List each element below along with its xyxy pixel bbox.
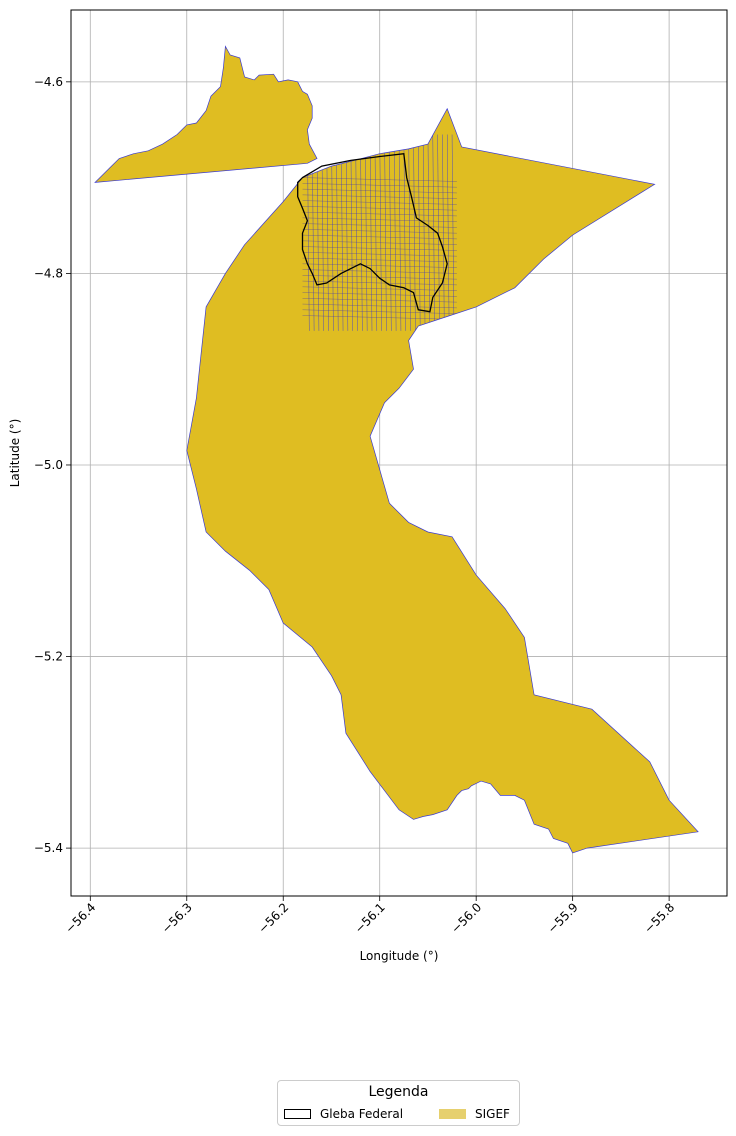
parcel-line — [360, 134, 363, 331]
parcel-line — [302, 223, 457, 228]
y-tick-label: −5.4 — [34, 841, 63, 855]
sigef-layer — [94, 45, 699, 854]
parcel-line — [369, 134, 373, 331]
parcel-line — [302, 211, 457, 217]
x-tick-label: −56.2 — [255, 900, 291, 936]
parcel-line — [302, 269, 457, 274]
sigef-polygon-1 — [186, 107, 699, 854]
parcel-line — [302, 275, 457, 280]
parcel-line — [374, 134, 378, 331]
y-axis-label: Latitude (°) — [8, 419, 22, 488]
parcel-line — [302, 240, 457, 245]
legend-label-gleba-federal: Gleba Federal — [320, 1107, 404, 1121]
x-tick-label: −56.0 — [448, 900, 484, 936]
axes-frame — [70, 9, 728, 897]
legend-label-sigef: SIGEF — [475, 1107, 510, 1121]
parcel-line — [393, 134, 397, 331]
parcel-line — [379, 134, 382, 331]
gleba-federal-layer — [297, 152, 448, 313]
parcel-line — [302, 286, 457, 291]
legend-title: Legenda — [368, 1084, 429, 1100]
legend-swatch-fill — [439, 1109, 466, 1119]
parcel-line — [336, 134, 339, 331]
parcel-line — [302, 206, 457, 211]
parcel-line — [302, 263, 457, 268]
legend-item-sigef: SIGEF — [439, 1106, 510, 1122]
parcel-line — [398, 134, 402, 331]
parcel-line — [302, 200, 457, 205]
y-tick-label: −5.0 — [34, 458, 63, 472]
legend-swatch-outline — [284, 1109, 311, 1119]
parcel-line — [364, 134, 368, 331]
parcel-line — [408, 134, 411, 331]
parcel-line — [302, 298, 457, 303]
y-tick-label: −4.6 — [34, 75, 63, 89]
x-tick-label: −56.3 — [159, 900, 195, 936]
x-tick-label: −56.4 — [63, 900, 99, 936]
legend-item-gleba-federal: Gleba Federal — [284, 1106, 403, 1122]
parcel-line — [446, 134, 450, 331]
x-tick-label: −55.9 — [545, 900, 581, 936]
parcel-line — [302, 234, 457, 240]
parcel-line — [350, 134, 353, 331]
parcel-line — [302, 229, 457, 234]
parcel-line — [422, 134, 426, 331]
legend: Legenda Gleba Federal SIGEF — [277, 1080, 520, 1126]
parcel-line — [302, 246, 457, 251]
parcel-line — [384, 134, 387, 331]
parcel-line — [302, 217, 457, 222]
parcel-line — [302, 257, 457, 263]
parcel-line — [355, 134, 358, 331]
parcel-line — [302, 252, 457, 257]
y-tick-label: −5.2 — [34, 650, 63, 664]
x-tick-label: −56.1 — [352, 900, 388, 936]
gleba-federal-outline-0 — [297, 152, 448, 313]
parcel-lines — [302, 134, 457, 331]
parcel-line — [302, 292, 457, 297]
parcel-line — [302, 177, 457, 182]
parcel-line — [302, 315, 457, 320]
y-axis-ticks: −4.6 −4.8 −5.0 −5.2 −5.4 — [34, 75, 71, 855]
x-axis-ticks: −56.4 −56.3 −56.2 −56.1 −56.0 −55.9 −55.8 — [63, 896, 677, 936]
parcel-line — [389, 134, 392, 331]
parcel-line — [403, 134, 407, 331]
parcel-line — [302, 188, 457, 194]
x-axis-label: Longitude (°) — [360, 949, 439, 963]
sigef-polygon-0 — [94, 45, 318, 183]
parcel-line — [302, 194, 457, 199]
parcel-line — [345, 134, 349, 331]
parcel-line — [302, 183, 457, 188]
parcel-line — [451, 134, 455, 331]
parcel-line — [418, 134, 421, 331]
parcel-line — [302, 309, 457, 314]
parcel-line — [340, 134, 344, 331]
parcel-line — [331, 134, 334, 331]
y-tick-label: −4.8 — [34, 266, 63, 280]
x-tick-label: −55.8 — [641, 900, 677, 936]
